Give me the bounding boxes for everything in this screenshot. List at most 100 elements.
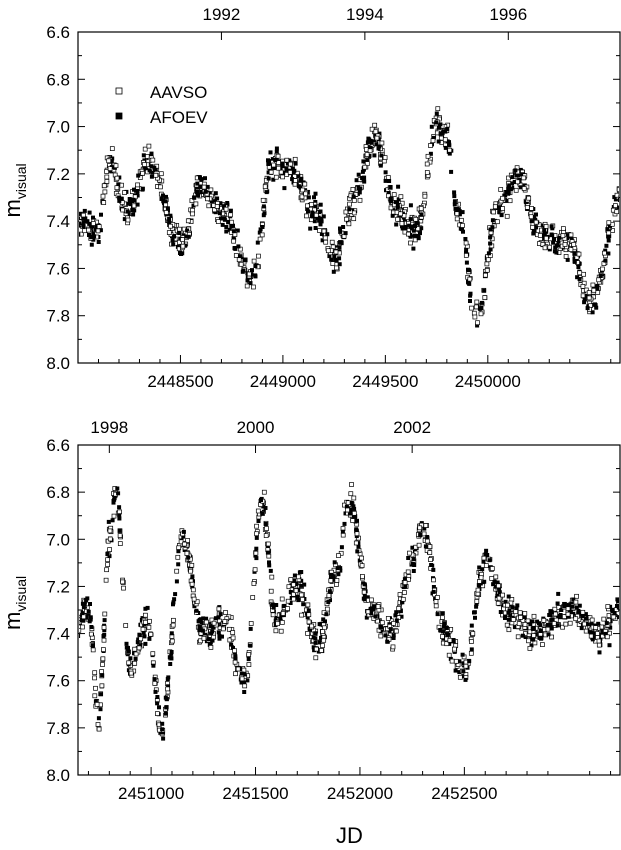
y-tick-label: 7.2: [46, 577, 70, 596]
aavso-point: [483, 273, 487, 277]
afoev-point: [391, 214, 395, 218]
afoev-point: [134, 657, 138, 661]
afoev-point: [491, 582, 495, 586]
afoev-point: [406, 556, 410, 560]
afoev-point: [607, 239, 611, 243]
aavso-point: [232, 239, 236, 243]
y-tick-label: 6.8: [46, 483, 70, 502]
afoev-point: [454, 669, 458, 673]
aavso-point: [258, 237, 262, 241]
aavso-point: [262, 490, 266, 494]
aavso-point: [574, 600, 578, 604]
aavso-point: [569, 248, 573, 252]
aavso-point: [115, 176, 119, 180]
aavso-point: [505, 623, 509, 627]
afoev-point: [194, 609, 198, 613]
afoev-point: [503, 616, 507, 620]
afoev-point: [150, 152, 154, 156]
aavso-point: [495, 220, 499, 224]
aavso-point: [514, 188, 518, 192]
aavso-point: [300, 613, 304, 617]
afoev-point: [604, 244, 608, 248]
afoev-point: [487, 251, 491, 255]
aavso-point: [440, 616, 444, 620]
aavso-point: [223, 620, 227, 624]
aavso-point: [322, 638, 326, 642]
aavso-point: [419, 207, 423, 211]
aavso-point: [596, 290, 600, 294]
aavso-point: [104, 578, 108, 582]
aavso-point: [432, 578, 436, 582]
aavso-point: [307, 613, 311, 617]
y-tick-label: 6.6: [46, 436, 70, 455]
afoev-point: [387, 179, 391, 183]
aavso-point: [159, 172, 163, 176]
aavso-point: [269, 170, 273, 174]
afoev-point: [182, 530, 186, 534]
x-tick-label: 2452000: [327, 784, 393, 803]
afoev-point: [385, 640, 389, 644]
afoev-point: [402, 226, 406, 230]
afoev-point: [215, 197, 219, 201]
aavso-point: [352, 199, 356, 203]
afoev-point: [384, 170, 388, 174]
afoev-point: [412, 569, 416, 573]
aavso-point: [606, 605, 610, 609]
afoev-point: [164, 712, 168, 716]
aavso-point: [392, 621, 396, 625]
aavso-point: [310, 624, 314, 628]
aavso-point: [474, 305, 478, 309]
afoev-point: [293, 574, 297, 578]
aavso-point: [334, 583, 338, 587]
afoev-point: [396, 185, 400, 189]
aavso-point: [237, 258, 241, 262]
afoev-point: [344, 231, 348, 235]
aavso-point: [414, 217, 418, 221]
aavso-point: [294, 179, 298, 183]
aavso-point: [280, 620, 284, 624]
aavso-point: [543, 246, 547, 250]
afoev-point: [308, 227, 312, 231]
aavso-point: [103, 190, 107, 194]
aavso-point: [95, 702, 99, 706]
aavso-point: [142, 163, 146, 167]
afoev-point: [260, 512, 264, 516]
aavso-point: [329, 579, 333, 583]
aavso-point: [102, 201, 106, 205]
afoev-point: [151, 664, 155, 668]
afoev-point: [465, 261, 469, 265]
aavso-point: [447, 653, 451, 657]
afoev-point: [126, 649, 130, 653]
aavso-point: [344, 217, 348, 221]
afoev-point: [217, 630, 221, 634]
afoev-point: [82, 605, 86, 609]
aavso-point: [401, 597, 405, 601]
afoev-point: [338, 240, 342, 244]
afoev-point: [262, 204, 266, 208]
afoev-point: [430, 125, 434, 129]
afoev-point: [299, 177, 303, 181]
afoev-point: [89, 625, 93, 629]
afoev-point: [89, 235, 93, 239]
aavso-point: [534, 220, 538, 224]
year-label: 1992: [203, 5, 241, 24]
afoev-point: [491, 218, 495, 222]
afoev-point: [473, 610, 477, 614]
aavso-point: [254, 551, 258, 555]
aavso-point: [181, 238, 185, 242]
afoev-point: [198, 175, 202, 179]
afoev-point: [241, 270, 245, 274]
aavso-point: [91, 222, 95, 226]
afoev-point: [403, 585, 407, 589]
y-tick-label: 7.8: [46, 307, 70, 326]
aavso-point: [307, 620, 311, 624]
aavso-point: [132, 204, 136, 208]
afoev-point: [576, 265, 580, 269]
afoev-point: [150, 175, 154, 179]
afoev-point: [247, 657, 251, 661]
data-points-bottom: [76, 483, 621, 741]
afoev-point: [102, 634, 106, 638]
afoev-point: [261, 225, 265, 229]
y-axis-label: mvisual: [0, 576, 29, 630]
aavso-point: [532, 614, 536, 618]
